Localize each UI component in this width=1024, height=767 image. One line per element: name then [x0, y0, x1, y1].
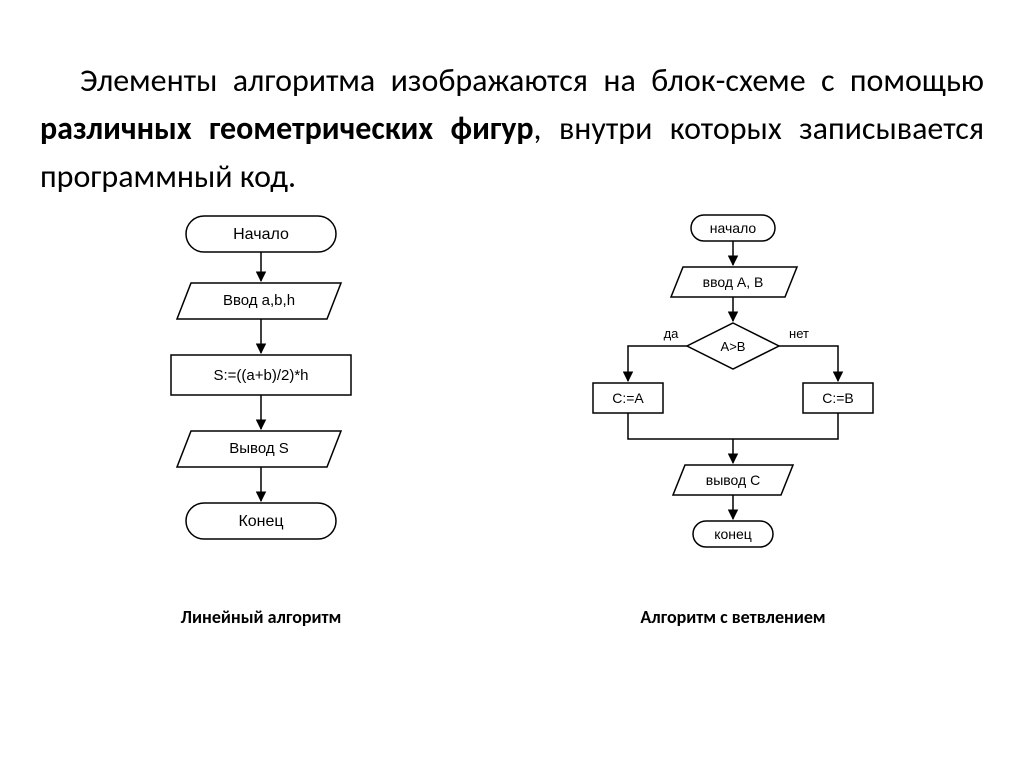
linear-svg: Начало Ввод a,b,h S:=((a+b)/2)*h Вывод S…: [131, 211, 391, 591]
b-right-label: C:=B: [822, 390, 854, 406]
intro-text-bold: различных геометрических фигур: [40, 109, 534, 148]
b-no-label: нет: [789, 326, 809, 341]
b-merge-left: [628, 413, 733, 439]
linear-diagram: Начало Ввод a,b,h S:=((a+b)/2)*h Вывод S…: [131, 211, 391, 628]
b-input-label: ввод A, B: [703, 274, 764, 290]
process-label: S:=((a+b)/2)*h: [213, 367, 308, 384]
b-left-label: C:=A: [612, 390, 644, 406]
branch-diagram: начало ввод A, B A>B да нет C:=A: [573, 211, 893, 628]
output-label: Вывод S: [229, 440, 289, 457]
b-arrow-right: [779, 346, 838, 381]
b-decision-label: A>B: [721, 339, 746, 354]
b-merge-right: [733, 413, 838, 439]
input-label: Ввод a,b,h: [223, 292, 295, 309]
diagrams-container: Начало Ввод a,b,h S:=((a+b)/2)*h Вывод S…: [40, 211, 984, 628]
branch-svg: начало ввод A, B A>B да нет C:=A: [573, 211, 893, 591]
start-label: Начало: [233, 226, 289, 243]
branch-caption: Алгоритм с ветвлением: [640, 606, 825, 628]
b-arrow-left: [628, 346, 687, 381]
intro-text-1: Элементы алгоритма изображаются на блок-…: [80, 61, 984, 100]
b-end-label: конец: [714, 526, 752, 542]
linear-caption: Линейный алгоритм: [181, 606, 342, 628]
end-label: Конец: [238, 513, 283, 530]
b-start-label: начало: [710, 220, 757, 236]
b-output-label: вывод C: [706, 472, 760, 488]
intro-paragraph: Элементы алгоритма изображаются на блок-…: [40, 57, 984, 201]
b-yes-label: да: [664, 326, 680, 341]
